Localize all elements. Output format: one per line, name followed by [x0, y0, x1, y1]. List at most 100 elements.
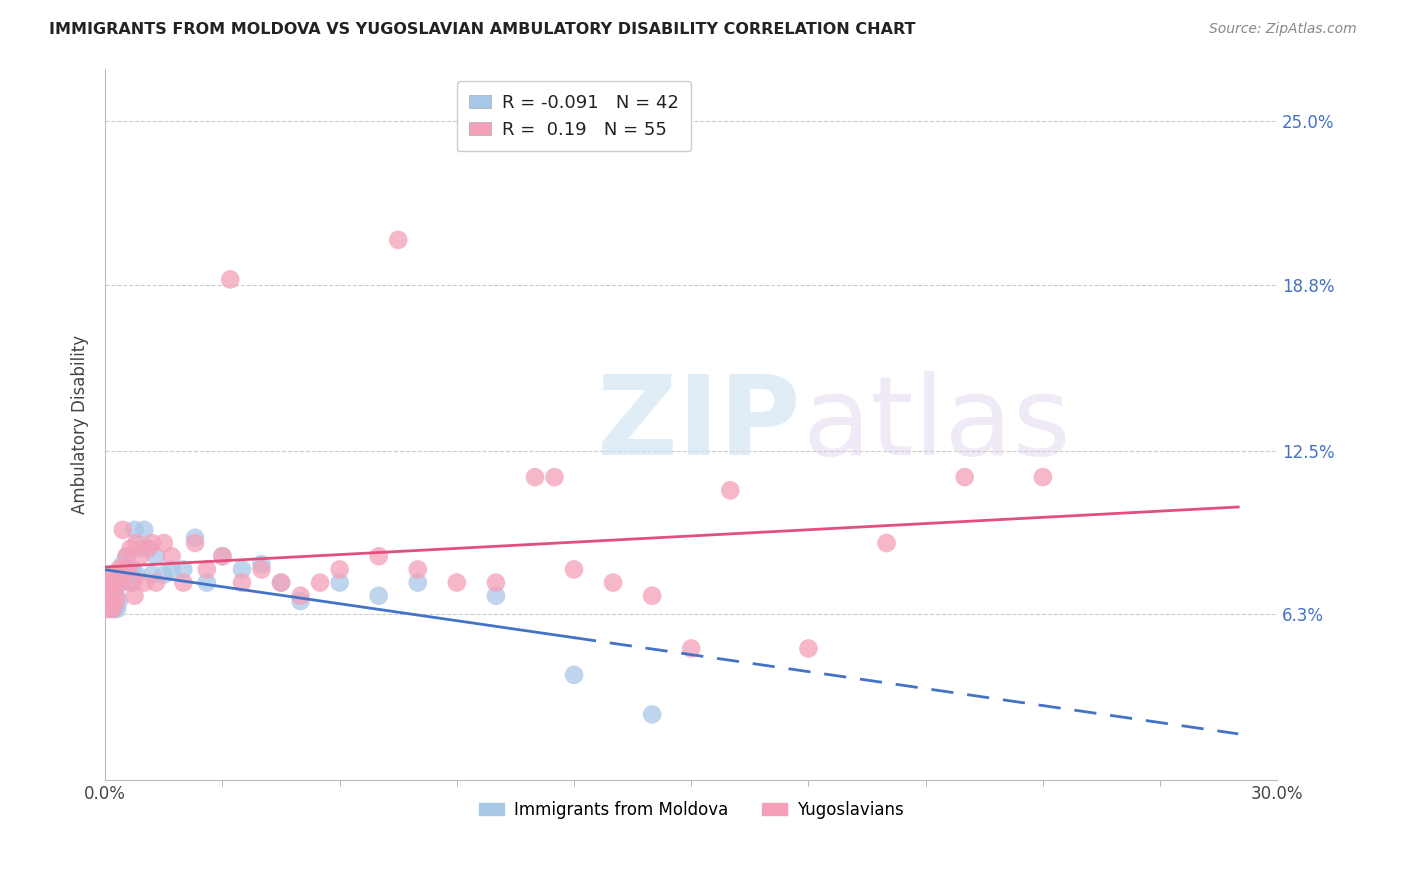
Point — [129, 549, 152, 564]
Point — [124, 589, 146, 603]
Point — [101, 581, 124, 595]
Point — [195, 562, 218, 576]
Point — [406, 575, 429, 590]
Point — [250, 557, 273, 571]
Text: atlas: atlas — [803, 371, 1071, 478]
Point — [110, 575, 132, 590]
Point — [387, 233, 409, 247]
Point — [270, 575, 292, 590]
Point — [96, 583, 118, 598]
Point — [120, 575, 142, 590]
Point — [543, 470, 565, 484]
Point — [136, 541, 159, 556]
Point — [562, 668, 585, 682]
Point — [103, 567, 125, 582]
Point — [250, 562, 273, 576]
Point — [718, 483, 741, 498]
Point — [681, 641, 703, 656]
Point — [100, 589, 122, 603]
Point — [141, 567, 163, 582]
Point — [953, 470, 976, 484]
Point — [211, 549, 233, 564]
Point — [329, 575, 352, 590]
Point — [141, 536, 163, 550]
Point — [125, 567, 148, 582]
Point — [101, 602, 124, 616]
Point — [231, 575, 253, 590]
Point — [97, 594, 120, 608]
Point — [115, 549, 138, 564]
Point — [101, 575, 124, 590]
Point — [231, 562, 253, 576]
Point — [97, 602, 120, 616]
Point — [98, 589, 121, 603]
Point — [184, 531, 207, 545]
Legend: Immigrants from Moldova, Yugoslavians: Immigrants from Moldova, Yugoslavians — [472, 794, 910, 825]
Point — [145, 549, 167, 564]
Point — [329, 562, 352, 576]
Point — [523, 470, 546, 484]
Point — [485, 589, 508, 603]
Point — [195, 575, 218, 590]
Point — [121, 562, 143, 576]
Point — [105, 594, 128, 608]
Point — [100, 583, 122, 598]
Point — [641, 589, 664, 603]
Point — [309, 575, 332, 590]
Point — [172, 575, 194, 590]
Text: ZIP: ZIP — [598, 371, 801, 478]
Point — [134, 523, 156, 537]
Point — [108, 594, 131, 608]
Point — [124, 523, 146, 537]
Point — [367, 589, 389, 603]
Text: Source: ZipAtlas.com: Source: ZipAtlas.com — [1209, 22, 1357, 37]
Point — [104, 594, 127, 608]
Text: IMMIGRANTS FROM MOLDOVA VS YUGOSLAVIAN AMBULATORY DISABILITY CORRELATION CHART: IMMIGRANTS FROM MOLDOVA VS YUGOSLAVIAN A… — [49, 22, 915, 37]
Point — [105, 575, 128, 590]
Point — [118, 562, 141, 576]
Point — [602, 575, 624, 590]
Point — [114, 562, 136, 576]
Point — [118, 562, 141, 576]
Point — [172, 562, 194, 576]
Point — [160, 562, 183, 576]
Point — [101, 594, 124, 608]
Point — [641, 707, 664, 722]
Point — [111, 523, 134, 537]
Point — [153, 536, 176, 550]
Point — [160, 549, 183, 564]
Point — [104, 589, 127, 603]
Point — [876, 536, 898, 550]
Point — [290, 594, 312, 608]
Point — [96, 575, 118, 590]
Point — [145, 575, 167, 590]
Point — [98, 602, 121, 616]
Point — [562, 562, 585, 576]
Point — [485, 575, 508, 590]
Point — [446, 575, 468, 590]
Point — [219, 272, 242, 286]
Point — [797, 641, 820, 656]
Point — [114, 567, 136, 582]
Point — [103, 602, 125, 616]
Point — [184, 536, 207, 550]
Point — [120, 541, 142, 556]
Point — [406, 562, 429, 576]
Point — [153, 567, 176, 582]
Point — [98, 575, 121, 590]
Point — [136, 541, 159, 556]
Point — [105, 602, 128, 616]
Y-axis label: Ambulatory Disability: Ambulatory Disability — [72, 334, 89, 514]
Point — [367, 549, 389, 564]
Point — [105, 589, 128, 603]
Point — [98, 594, 121, 608]
Point — [1032, 470, 1054, 484]
Point — [121, 575, 143, 590]
Point — [125, 536, 148, 550]
Point — [134, 575, 156, 590]
Point — [111, 557, 134, 571]
Point — [211, 549, 233, 564]
Point — [115, 549, 138, 564]
Point — [110, 575, 132, 590]
Point — [290, 589, 312, 603]
